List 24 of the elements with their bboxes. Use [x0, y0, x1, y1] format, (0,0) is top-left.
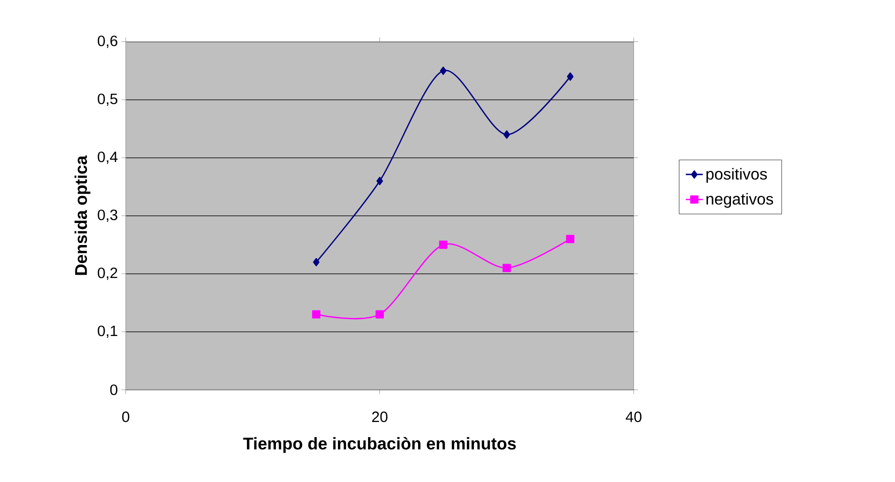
point: [503, 130, 510, 139]
y-tick-label: 0,3: [98, 210, 118, 222]
legend-label: negativos: [706, 192, 774, 208]
legend-label: positivos: [706, 168, 767, 183]
point: [566, 234, 574, 244]
point: [312, 310, 320, 319]
point: [440, 66, 447, 75]
y-tick-label: 0,1: [98, 326, 118, 338]
y-tick-label: 0: [110, 384, 118, 396]
x-axis-title: Tiempo de incubaciòn en minutos: [243, 436, 516, 453]
y-tick-label: 0,5: [98, 94, 118, 106]
y-tick-label: 0,6: [98, 36, 118, 48]
x-tick-label: 40: [626, 412, 642, 422]
point: [502, 264, 511, 272]
point: [566, 72, 574, 81]
point: [376, 176, 384, 186]
point: [312, 258, 320, 266]
x-tick-label: 20: [372, 412, 388, 422]
y-tick-label: 0,2: [98, 268, 118, 280]
y-axis-title: Densida optica: [74, 155, 90, 275]
y-tick-label: 0,4: [98, 152, 118, 164]
point: [439, 240, 448, 249]
point: [376, 310, 384, 319]
x-tick-label: 0: [122, 412, 130, 422]
